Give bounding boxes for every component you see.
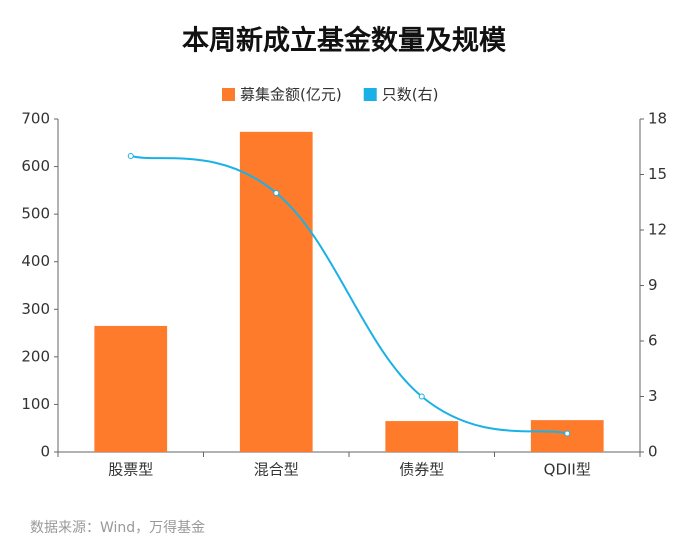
y2-tick-label: 18 [648,110,667,128]
bar [385,421,459,452]
legend-label: 只数(右) [382,86,439,104]
y-tick-label: 0 [40,443,50,461]
chart-title: 本周新成立基金数量及规模 [182,25,506,57]
bar [94,325,168,452]
line-point [564,430,571,437]
legend-swatch [222,88,235,101]
y-tick-label: 200 [21,347,50,365]
y2-tick-label: 15 [648,165,667,183]
line-point [273,190,280,196]
legend-label: 募集金额(亿元) [240,86,342,104]
y-tick-label: 700 [21,110,50,128]
source-note: 数据来源：Wind，万得基金 [30,519,205,536]
y-tick-label: 300 [21,300,50,318]
x-tick-label: 股票型 [108,461,153,479]
y-tick-label: 600 [21,157,50,175]
y-tick-label: 100 [21,395,50,413]
x-tick-label: 债券型 [399,461,444,479]
line-point [127,153,134,159]
line-point [418,393,425,400]
y-tick-label: 400 [21,252,50,270]
y2-tick-label: 6 [648,332,658,350]
y-tick-label: 500 [21,205,50,223]
x-tick-label: 混合型 [254,461,299,479]
y2-tick-label: 3 [648,387,658,405]
line [130,155,568,435]
legend-swatch [363,88,377,101]
y2-tick-label: 12 [648,221,667,239]
bar [239,131,313,452]
x-tick-label: QDII型 [544,461,591,479]
y2-tick-label: 0 [648,443,658,461]
y2-tick-label: 9 [648,276,658,294]
